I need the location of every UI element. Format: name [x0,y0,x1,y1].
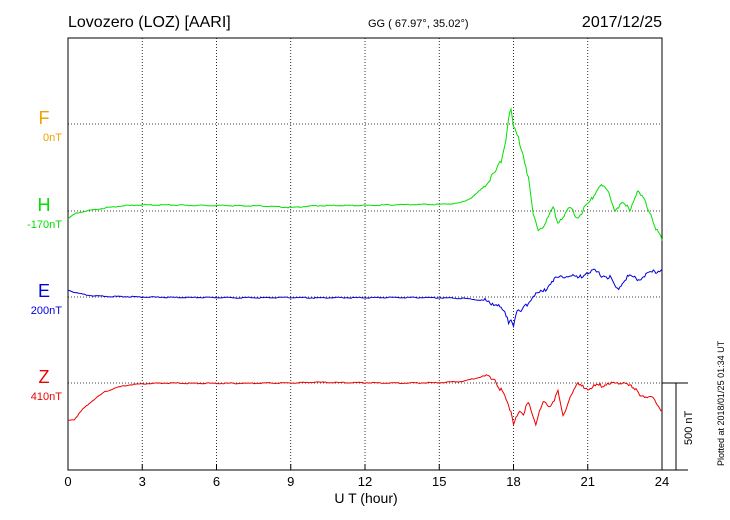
component-label-e: E [38,281,50,301]
x-tick-label: 15 [432,474,446,489]
scale-bar: 500 nT [662,382,695,471]
x-tick-label: 6 [213,474,220,489]
x-tick-label: 18 [506,474,520,489]
component-label-f: F [39,108,50,128]
series-e-line [67,268,663,329]
x-axis-label: U T (hour) [334,490,397,506]
scale-bar-label: 500 nT [683,410,695,445]
component-offset-h: -170nT [27,219,62,231]
component-offset-f: 0nT [43,132,62,144]
component-offset-e: 200nT [31,305,62,317]
date-label: 2017/12/25 [582,14,662,31]
grid-lines [68,38,662,470]
plot-timestamp-note: Plotted at 2018/01/25 01:34 UT [716,340,726,466]
coordinates-label: GG ( 67.97°, 35.02°) [368,18,469,30]
component-label-z: Z [39,367,50,387]
x-tick-label: 3 [139,474,146,489]
x-tick-label: 12 [358,474,372,489]
x-tick-label: 9 [287,474,294,489]
station-title: Lovozero (LOZ) [AARI] [68,14,231,31]
series-z-line [67,374,663,427]
x-tick-label: 24 [655,474,669,489]
x-axis-ticks: 0 3 6 9 12 15 18 21 24 [64,464,669,489]
x-tick-label: 0 [64,474,71,489]
component-offset-z: 410nT [31,391,62,403]
x-tick-label: 21 [581,474,595,489]
component-label-h: H [38,195,51,215]
series-h-line [67,107,663,241]
